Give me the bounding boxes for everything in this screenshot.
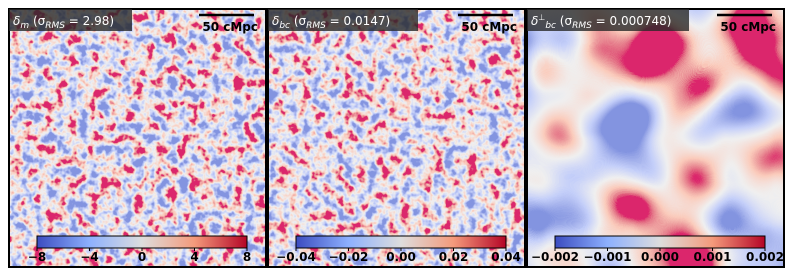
colorbar-tick-label: 0.000 <box>641 250 679 264</box>
title-part: ( <box>29 14 38 28</box>
colorbar-tick-label: 0.002 <box>746 250 784 264</box>
title-part: m <box>20 21 29 31</box>
title-part: = 0.0147) <box>326 14 390 28</box>
colorbar <box>554 235 766 249</box>
panel-title: δ⊥bc (σRMS = 0.000748) <box>531 13 671 31</box>
colorbar-tick-label: 0.04 <box>491 250 521 264</box>
colorbar-tick-label: 0.001 <box>694 250 732 264</box>
panel: δbc (σRMS = 0.0147) 50 cMpc −0.04 −0.02 0.00… <box>267 8 526 268</box>
title-part: δ <box>13 14 20 28</box>
title-part: σ <box>299 14 307 28</box>
panel-title: δm (σRMS = 2.98) <box>13 14 114 31</box>
title-part: ( <box>290 14 299 28</box>
colorbar <box>295 235 507 249</box>
colorbar-tick-label: 0.02 <box>439 250 469 264</box>
title-part: δ <box>531 14 538 28</box>
title-box <box>9 9 132 31</box>
colorbar <box>36 235 248 249</box>
title-part: δ <box>272 14 279 28</box>
density-field <box>527 9 784 267</box>
title-part: RMS <box>572 21 592 31</box>
title-part: bc <box>545 21 556 31</box>
colorbar-tick-label: −4 <box>80 250 98 264</box>
colorbar-tick-label: −0.001 <box>583 250 631 264</box>
colorbar-tick-label: 0.00 <box>386 250 416 264</box>
title-part: = 0.000748) <box>592 14 672 28</box>
scale-label: 50 cMpc <box>202 20 258 34</box>
title-part: = 2.98) <box>65 14 114 28</box>
colorbar-tick-label: −8 <box>28 250 46 264</box>
panel: δ⊥bc (σRMS = 0.000748) 50 cMpc −0.002 −0.00… <box>526 8 785 268</box>
title-box <box>527 9 689 31</box>
title-box <box>268 9 418 31</box>
density-field <box>268 9 525 267</box>
title-part: RMS <box>306 21 326 31</box>
colorbar-tick-label: 0 <box>138 250 146 264</box>
colorbar-tick-label: −0.04 <box>276 250 316 264</box>
panel-frame <box>8 8 267 268</box>
panel-title: δbc (σRMS = 0.0147) <box>272 14 390 31</box>
colorbar-tick-label: 8 <box>243 250 251 264</box>
title-part: σ <box>564 14 572 28</box>
title-part: RMS <box>45 21 65 31</box>
title-part: bc <box>279 21 290 31</box>
colorbar-tick-label: −0.02 <box>329 250 369 264</box>
colorbar-tick-label: −0.002 <box>531 250 579 264</box>
scale-label: 50 cMpc <box>720 20 776 34</box>
panel: δm (σRMS = 2.98) 50 cMpc −8 −4 0 4 8 <box>8 8 267 268</box>
scale-label: 50 cMpc <box>461 20 517 34</box>
title-part: ⊥ <box>538 13 545 22</box>
title-part: σ <box>38 14 46 28</box>
title-part: ( <box>556 14 565 28</box>
colorbar-tick-label: 4 <box>190 250 198 264</box>
density-field <box>9 9 266 267</box>
